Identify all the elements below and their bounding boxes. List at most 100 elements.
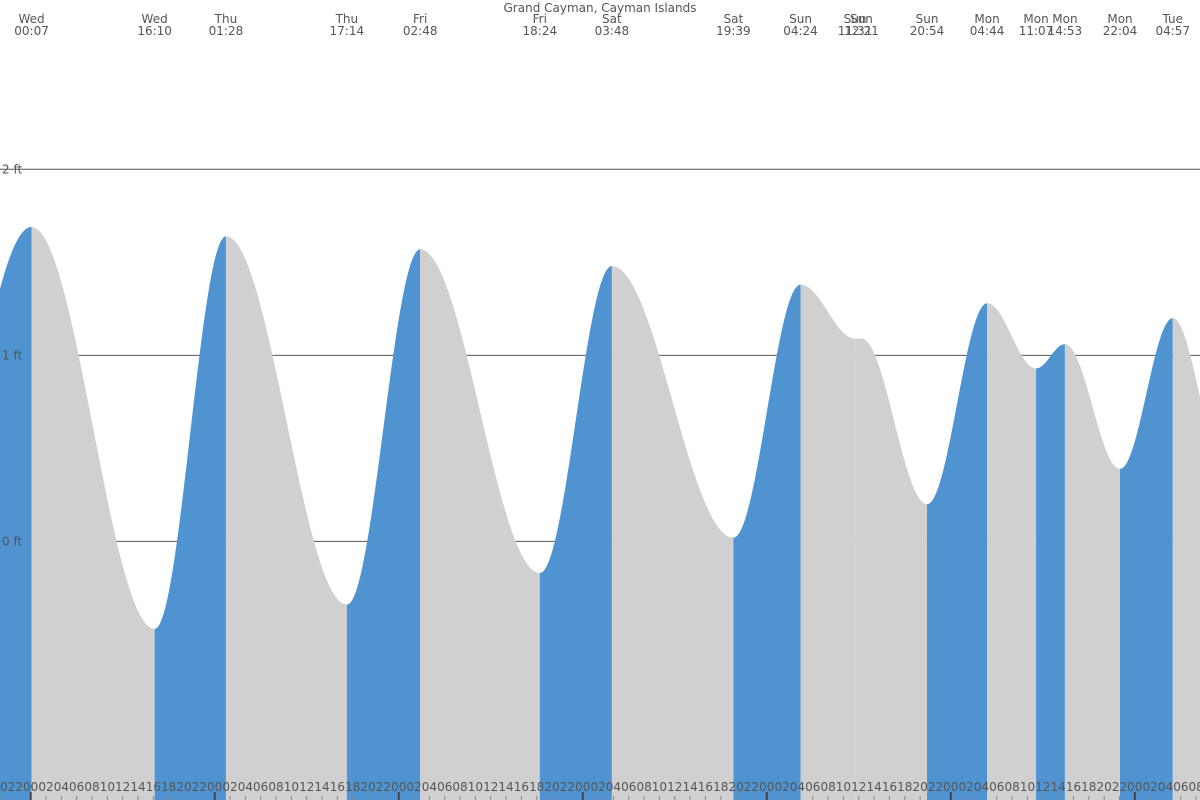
extreme-time: 04:57 bbox=[1155, 24, 1190, 38]
extreme-time: 12:21 bbox=[844, 24, 879, 38]
x-tick-label: 00 bbox=[1127, 780, 1142, 794]
x-tick-label: 00 bbox=[23, 780, 38, 794]
x-tick-label: 10 bbox=[284, 780, 299, 794]
x-tick-label: 04 bbox=[54, 780, 69, 794]
x-tick-label: 04 bbox=[790, 780, 805, 794]
x-tick-label: 06 bbox=[989, 780, 1004, 794]
x-tick-label: 00 bbox=[391, 780, 406, 794]
x-tick-label: 00 bbox=[207, 780, 222, 794]
extreme-time: 04:44 bbox=[970, 24, 1005, 38]
y-tick-label: 0 ft bbox=[2, 534, 22, 548]
x-tick-label: 18 bbox=[345, 780, 360, 794]
x-tick-label: 16 bbox=[698, 780, 713, 794]
tide-segment bbox=[346, 249, 421, 800]
x-tick-label: 12 bbox=[667, 780, 682, 794]
tide-segment bbox=[733, 284, 801, 800]
x-tick-label: 00 bbox=[575, 780, 590, 794]
x-tick-label: 06 bbox=[805, 780, 820, 794]
extreme-time: 19:39 bbox=[716, 24, 751, 38]
x-tick-label: 10 bbox=[652, 780, 667, 794]
x-tick-label: 08 bbox=[1189, 780, 1200, 794]
extreme-time: 18:24 bbox=[523, 24, 558, 38]
x-tick-label: 02 bbox=[222, 780, 237, 794]
extreme-time: 03:48 bbox=[595, 24, 630, 38]
x-tick-label: 12 bbox=[115, 780, 130, 794]
x-tick-label: 16 bbox=[514, 780, 529, 794]
tide-segment bbox=[420, 249, 540, 800]
x-tick-label: 22 bbox=[744, 780, 759, 794]
extreme-time: 11:31 bbox=[838, 24, 873, 38]
x-tick-label: 08 bbox=[84, 780, 99, 794]
x-tick-label: 14 bbox=[682, 780, 697, 794]
extreme-day: Mon bbox=[1107, 12, 1132, 26]
x-tick-label: 12 bbox=[299, 780, 314, 794]
x-tick-label: 16 bbox=[330, 780, 345, 794]
x-tick-label: 06 bbox=[1173, 780, 1188, 794]
extreme-time: 20:54 bbox=[910, 24, 945, 38]
tide-segment bbox=[861, 338, 928, 800]
x-tick-label: 04 bbox=[606, 780, 621, 794]
extreme-time: 00:07 bbox=[14, 24, 49, 38]
x-tick-label: 12 bbox=[483, 780, 498, 794]
extreme-day: Sat bbox=[724, 12, 744, 26]
x-tick-label: 02 bbox=[590, 780, 605, 794]
tide-segment bbox=[611, 266, 734, 800]
extreme-time: 01:28 bbox=[209, 24, 244, 38]
tide-segment bbox=[1064, 344, 1120, 800]
extreme-day: Wed bbox=[142, 12, 168, 26]
x-tick-label: 08 bbox=[268, 780, 283, 794]
x-tick-label: 02 bbox=[1143, 780, 1158, 794]
extreme-day: Tue bbox=[1162, 12, 1184, 26]
x-tick-label: 22 bbox=[928, 780, 943, 794]
x-tick-label: 20 bbox=[544, 780, 559, 794]
extreme-day: Sun bbox=[916, 12, 939, 26]
x-tick-label: 18 bbox=[713, 780, 728, 794]
tide-segment bbox=[800, 284, 856, 800]
extreme-day: Wed bbox=[18, 12, 44, 26]
x-tick-label: 20 bbox=[1097, 780, 1112, 794]
x-tick-label: 10 bbox=[468, 780, 483, 794]
tide-segment bbox=[31, 226, 155, 800]
x-tick-label: 14 bbox=[498, 780, 513, 794]
x-tick-label: 02 bbox=[958, 780, 973, 794]
y-tick-label: 1 ft bbox=[2, 348, 22, 362]
y-tick-label: 2 ft bbox=[2, 162, 22, 176]
chart-title: Grand Cayman, Cayman Islands bbox=[504, 1, 697, 15]
tide-segment bbox=[1036, 344, 1065, 800]
x-tick-label: 00 bbox=[943, 780, 958, 794]
x-tick-label: 20 bbox=[176, 780, 191, 794]
x-tick-label: 10 bbox=[1020, 780, 1035, 794]
extreme-day: Mon bbox=[974, 12, 999, 26]
tide-segment bbox=[855, 338, 862, 800]
x-tick-label: 22 bbox=[192, 780, 207, 794]
extreme-time: 17:14 bbox=[330, 24, 365, 38]
tide-segment bbox=[225, 236, 347, 800]
x-tick-label: 04 bbox=[238, 780, 253, 794]
x-tick-label: 20 bbox=[912, 780, 927, 794]
x-tick-label: 12 bbox=[851, 780, 866, 794]
x-tick-label: 20 bbox=[0, 780, 8, 794]
x-tick-label: 22 bbox=[376, 780, 391, 794]
extreme-time: 14:53 bbox=[1048, 24, 1083, 38]
x-tick-label: 10 bbox=[836, 780, 851, 794]
x-tick-label: 14 bbox=[314, 780, 329, 794]
extreme-day: Thu bbox=[335, 12, 359, 26]
x-tick-label: 16 bbox=[1066, 780, 1081, 794]
extreme-day: Fri bbox=[413, 12, 427, 26]
x-tick-label: 10 bbox=[100, 780, 115, 794]
x-tick-label: 02 bbox=[406, 780, 421, 794]
extreme-day: Sun bbox=[844, 12, 867, 26]
labels: 0 ft1 ft2 ftWed00:07Wed16:10Thu01:28Thu1… bbox=[0, 12, 1200, 800]
x-tick-label: 22 bbox=[1112, 780, 1127, 794]
x-tick-label: 08 bbox=[1004, 780, 1019, 794]
extreme-time: 16:10 bbox=[137, 24, 172, 38]
x-tick-label: 02 bbox=[774, 780, 789, 794]
x-tick-label: 02 bbox=[38, 780, 53, 794]
x-tick-label: 00 bbox=[759, 780, 774, 794]
tide-segment bbox=[987, 303, 1037, 800]
tide-area bbox=[0, 226, 1200, 800]
x-tick-label: 06 bbox=[437, 780, 452, 794]
x-tick-label: 18 bbox=[161, 780, 176, 794]
x-tick-label: 20 bbox=[728, 780, 743, 794]
